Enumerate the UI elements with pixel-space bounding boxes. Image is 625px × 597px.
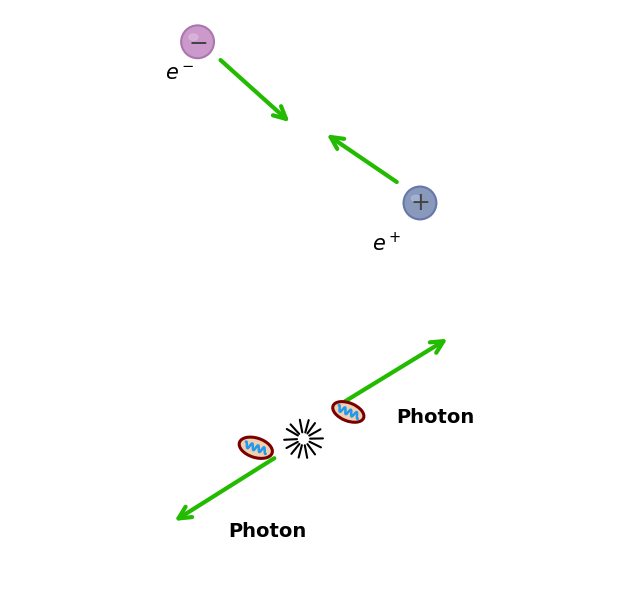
Text: Photon: Photon <box>396 408 474 427</box>
Text: Photon: Photon <box>229 522 307 541</box>
Text: $e^+$: $e^+$ <box>372 231 401 255</box>
Ellipse shape <box>411 195 421 202</box>
Ellipse shape <box>189 34 198 41</box>
Ellipse shape <box>239 437 272 458</box>
Text: $-$: $-$ <box>188 30 208 54</box>
Circle shape <box>404 186 436 220</box>
Text: $+$: $+$ <box>411 191 429 215</box>
Circle shape <box>181 25 214 58</box>
Text: $e^-$: $e^-$ <box>165 64 194 84</box>
Ellipse shape <box>332 402 364 422</box>
